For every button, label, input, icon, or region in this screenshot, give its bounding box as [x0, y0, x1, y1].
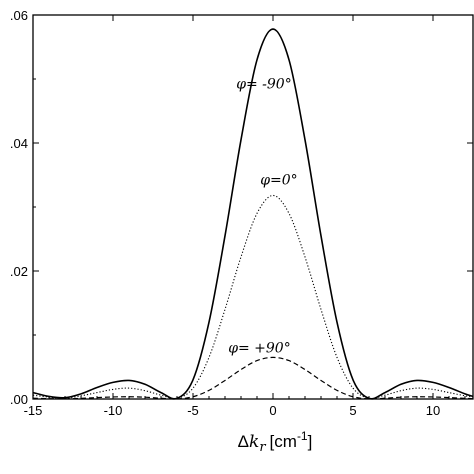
x-tick-label: 0	[269, 403, 276, 418]
annotations: φ= -90° φ=0° φ= +90°	[228, 77, 297, 357]
x-tick-label: 5	[349, 403, 356, 418]
x-axis-title-sub: r	[259, 440, 266, 455]
series-label-2: φ=0°	[260, 173, 297, 189]
plot-lines	[32, 28, 474, 400]
y-tick-label: .00	[10, 392, 28, 407]
x-axis-title-close: ]	[308, 432, 313, 451]
x-axis-title-exp: -1	[297, 429, 308, 443]
x-tick-label: 10	[426, 403, 440, 418]
x-axis-title-k: k	[249, 432, 259, 452]
series-line-1	[32, 28, 474, 400]
y-axis: .00 .02 .04 .06	[10, 8, 473, 407]
y-tick-label: .02	[10, 264, 28, 279]
y-tick-label: .04	[10, 136, 28, 151]
series-line-3	[32, 356, 474, 400]
x-axis-title: Δkr [cm-1]	[238, 429, 313, 455]
series-line-2	[32, 194, 474, 400]
x-axis: -15 -10 -5 0 5 10	[24, 15, 466, 418]
x-tick-label: -10	[104, 403, 123, 418]
series-label-3: φ= +90°	[228, 340, 291, 356]
x-tick-label: -15	[24, 403, 43, 418]
x-tick-label: -5	[187, 403, 199, 418]
x-axis-title-unit: [cm	[270, 432, 297, 451]
series-label-1: φ= -90°	[236, 77, 292, 93]
y-tick-label: .06	[10, 8, 28, 23]
x-axis-title-delta: Δ	[238, 432, 249, 451]
